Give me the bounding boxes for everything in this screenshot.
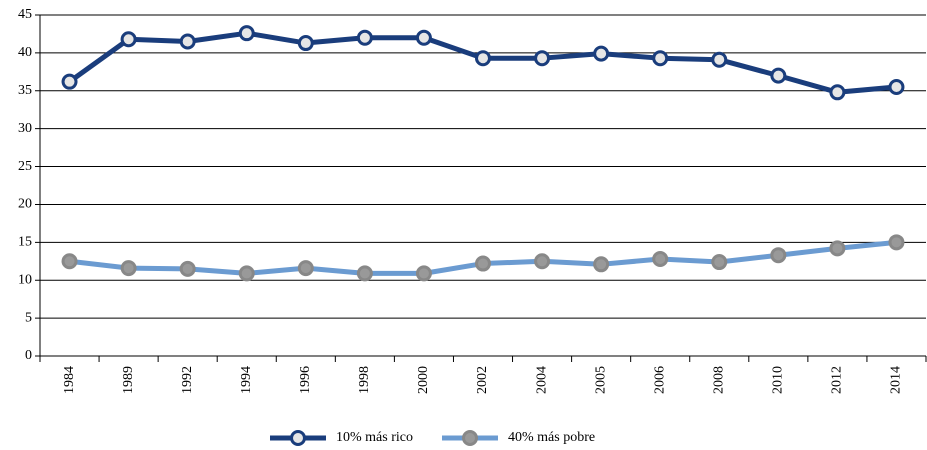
point	[238, 25, 255, 42]
x-tick-label: 2014	[889, 366, 904, 394]
y-tick-label: 35	[18, 83, 32, 98]
point	[61, 253, 78, 270]
x-tick-label: 2000	[416, 366, 431, 394]
point	[829, 84, 846, 101]
y-tick-label: 20	[18, 197, 32, 212]
point	[770, 67, 787, 84]
x-tick-label: 2004	[534, 366, 549, 394]
point	[475, 255, 491, 272]
point	[534, 50, 551, 67]
point	[415, 29, 432, 46]
x-tick-label: 2012	[830, 366, 845, 394]
legend-label: 10% más rico	[336, 430, 413, 445]
point	[356, 29, 373, 46]
y-tick-label: 45	[18, 7, 32, 22]
point	[179, 33, 196, 50]
x-tick-label: 2005	[593, 366, 608, 394]
x-tick-label: 2008	[711, 366, 726, 394]
point	[888, 78, 905, 95]
x-tick-label: 1992	[180, 366, 195, 394]
x-tick-label: 1998	[357, 366, 372, 394]
point	[770, 247, 787, 264]
point	[475, 50, 491, 67]
x-tick-label: 1989	[121, 366, 136, 394]
point	[593, 256, 610, 273]
y-tick-label: 0	[25, 348, 32, 363]
y-tick-label: 25	[18, 159, 32, 174]
point	[120, 260, 137, 277]
x-tick-label: 2010	[771, 366, 786, 394]
point	[711, 51, 728, 68]
point	[179, 260, 196, 277]
legend-label: 40% más pobre	[508, 430, 595, 445]
y-tick-label: 30	[18, 121, 32, 136]
point	[593, 45, 610, 62]
point	[61, 73, 78, 90]
y-tick-label: 40	[18, 45, 32, 60]
legend-marker	[462, 430, 478, 446]
x-tick-label: 1994	[239, 366, 254, 394]
x-tick-label: 2006	[652, 366, 667, 394]
point	[356, 265, 373, 282]
point	[888, 234, 905, 251]
y-tick-label: 10	[18, 272, 32, 287]
x-tick-label: 2002	[475, 366, 490, 394]
point	[415, 265, 432, 282]
point	[652, 50, 669, 67]
point	[297, 35, 314, 52]
point	[534, 253, 551, 270]
legend-marker	[290, 430, 306, 446]
point	[297, 260, 314, 277]
point	[120, 31, 137, 48]
point	[652, 251, 669, 268]
point	[711, 254, 728, 271]
point	[829, 240, 846, 257]
x-tick-label: 1996	[298, 366, 313, 394]
point	[238, 265, 255, 282]
y-tick-label: 15	[18, 235, 32, 250]
y-tick-label: 5	[25, 310, 32, 325]
x-tick-label: 1984	[62, 366, 77, 394]
